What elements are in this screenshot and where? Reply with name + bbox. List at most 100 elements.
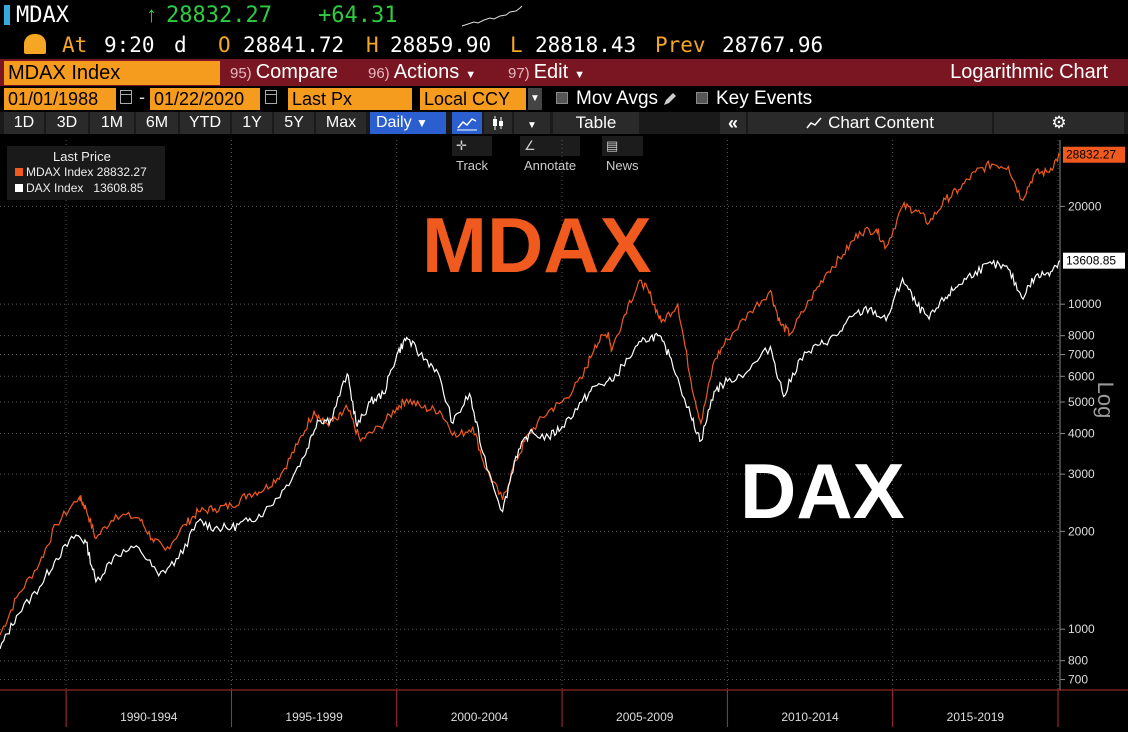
series-line-dax (0, 259, 1061, 650)
x-axis: 1990-1994 1995-1999 2000-2004 2005-2009 2010… (0, 689, 1128, 727)
crosshair-icon: ✛ (456, 138, 467, 153)
series-lines (0, 153, 1061, 650)
settings-bar: 01/01/1988 - 01/22/2020 Last Px Local CC… (0, 87, 1128, 111)
chart-type-dropdown[interactable]: ▼ (514, 112, 550, 134)
x-tick-label: 2000-2004 (451, 710, 509, 724)
mov-avgs-checkbox[interactable] (556, 92, 568, 104)
period-bar: 1D 3D 1M 6M YTD 1Y 5Y Max Daily ▼ ▼ Tabl… (0, 112, 1128, 134)
ticker-symbol[interactable]: MDAX (16, 3, 69, 28)
news-icon: ▤ (606, 138, 619, 153)
y-tick-label: 1000 (1068, 622, 1095, 636)
y-tick-label: 7000 (1068, 348, 1095, 362)
key-events-checkbox[interactable] (696, 92, 708, 104)
annotation-mdax: MDAX (422, 201, 652, 289)
y-tick-label: 8000 (1068, 329, 1095, 343)
y-tick-label: 2000 (1068, 524, 1095, 538)
end-date-input[interactable]: 01/22/2020 (150, 88, 260, 110)
legend-swatch (15, 184, 23, 192)
ticker-bar: MDAX ↑ 28832.27 +64.31 (0, 0, 1128, 30)
annotation-dax: DAX (740, 447, 905, 535)
time-label: At (62, 33, 88, 57)
key-events-label: Key Events (716, 88, 813, 109)
chart-mode-label: Logarithmic Chart (950, 61, 1108, 83)
quote-bar: At 9:20 d O 28841.72 H 28859.90 L 28818.… (0, 31, 1128, 58)
x-tick-label: 1995-1999 (285, 710, 343, 724)
period-max[interactable]: Max (316, 112, 366, 134)
pencil-icon: ∠ (524, 138, 536, 153)
quote-time-suffix: d (174, 33, 187, 57)
start-date-input[interactable]: 01/01/1988 (4, 88, 116, 110)
function-toolbar: MDAX Index 95) Compare 96) Actions ▼ 97) Edi… (0, 59, 1128, 86)
last-price: 28832.27 (166, 3, 272, 28)
y-tick-label: 20000 (1068, 199, 1102, 213)
chart-annotations: MDAX DAX (422, 201, 905, 535)
chart-grid (0, 140, 1060, 690)
news-tool[interactable]: ▤ News (602, 136, 643, 173)
dropdown-triangle-icon: ▼ (527, 120, 537, 131)
intraday-sparkline (461, 5, 523, 27)
prev-value: 28767.96 (722, 33, 824, 57)
legend-swatch (15, 168, 23, 176)
y-tick-label: 3000 (1068, 467, 1095, 481)
candlestick-icon[interactable] (484, 112, 512, 134)
period-ytd[interactable]: YTD (180, 112, 230, 134)
last-value-label: 28832.27 (1066, 148, 1116, 162)
y-tick-label: 10000 (1068, 297, 1102, 311)
open-value: 28841.72 (243, 33, 345, 57)
high-label: H (366, 33, 379, 57)
period-3d[interactable]: 3D (46, 112, 88, 134)
compare-button[interactable]: 95) Compare (230, 61, 338, 83)
chart-content-icon (806, 117, 822, 129)
calendar-icon[interactable] (120, 90, 132, 104)
period-6m[interactable]: 6M (136, 112, 178, 134)
date-separator: - (139, 87, 145, 107)
line-chart-icon[interactable] (452, 112, 482, 134)
period-1d[interactable]: 1D (4, 112, 44, 134)
up-arrow-icon: ↑ (146, 2, 157, 27)
gear-button[interactable]: ⚙ (994, 112, 1124, 134)
table-button[interactable]: Table (553, 112, 639, 134)
pencil-icon[interactable] (662, 91, 678, 107)
period-1y[interactable]: 1Y (232, 112, 272, 134)
y-tick-label: 800 (1068, 654, 1088, 668)
y-axis-scale-label: Log (1093, 382, 1118, 419)
gear-icon: ⚙ (1051, 113, 1067, 132)
edit-button[interactable]: 97) Edit ▼ (508, 61, 586, 83)
quote-time: 9:20 (104, 33, 155, 57)
legend-entry-dax: DAX Index 13608.85 (15, 181, 143, 195)
dropdown-triangle-icon: ▼ (574, 69, 586, 81)
open-label: O (218, 33, 231, 57)
annotate-tool[interactable]: ∠ Annotate (520, 136, 581, 173)
last-value-box (1063, 146, 1125, 163)
security-input[interactable]: MDAX Index (4, 61, 220, 85)
chevron-down-icon[interactable]: ▼ (528, 88, 542, 110)
gauge-clock-icon (24, 34, 46, 54)
y-axis: 700 800 1000 2000 3000 4000 5000 6000 7000 8000 10… (1059, 140, 1118, 690)
low-value: 28818.43 (535, 33, 637, 57)
high-value: 28859.90 (390, 33, 492, 57)
x-tick-label: 1990-1994 (120, 710, 178, 724)
chart-content-button[interactable]: Chart Content (748, 112, 992, 134)
net-change: +64.31 (318, 3, 398, 28)
track-tool[interactable]: ✛ Track (452, 136, 493, 173)
chart-legend: Last Price MDAX Index 28832.27 DAX Index… (7, 146, 165, 200)
dropdown-triangle-icon: ▼ (465, 69, 477, 81)
y-tick-label: 5000 (1068, 395, 1095, 409)
low-label: L (510, 33, 523, 57)
prev-label: Prev (655, 33, 706, 57)
last-value-labels: 28832.27 13608.85 (1063, 146, 1125, 269)
price-chart[interactable]: 1990-1994 1995-1999 2000-2004 2005-2009 2010… (0, 134, 1128, 732)
legend-entry-mdax: MDAX Index 28832.27 (15, 165, 147, 179)
field-select[interactable]: Last Px (288, 88, 412, 110)
mov-avgs-label: Mov Avgs (576, 88, 659, 109)
frequency-select[interactable]: Daily ▼ (370, 112, 446, 134)
double-chevron-left-icon[interactable]: « (720, 112, 746, 134)
y-tick-label: 700 (1068, 673, 1088, 687)
period-1m[interactable]: 1M (90, 112, 134, 134)
period-5y[interactable]: 5Y (274, 112, 314, 134)
x-tick-label: 2010-2014 (781, 710, 839, 724)
actions-button[interactable]: 96) Actions ▼ (368, 61, 477, 83)
last-value-label: 13608.85 (1066, 254, 1116, 268)
calendar-icon[interactable] (265, 90, 277, 104)
currency-select[interactable]: Local CCY (420, 88, 526, 110)
